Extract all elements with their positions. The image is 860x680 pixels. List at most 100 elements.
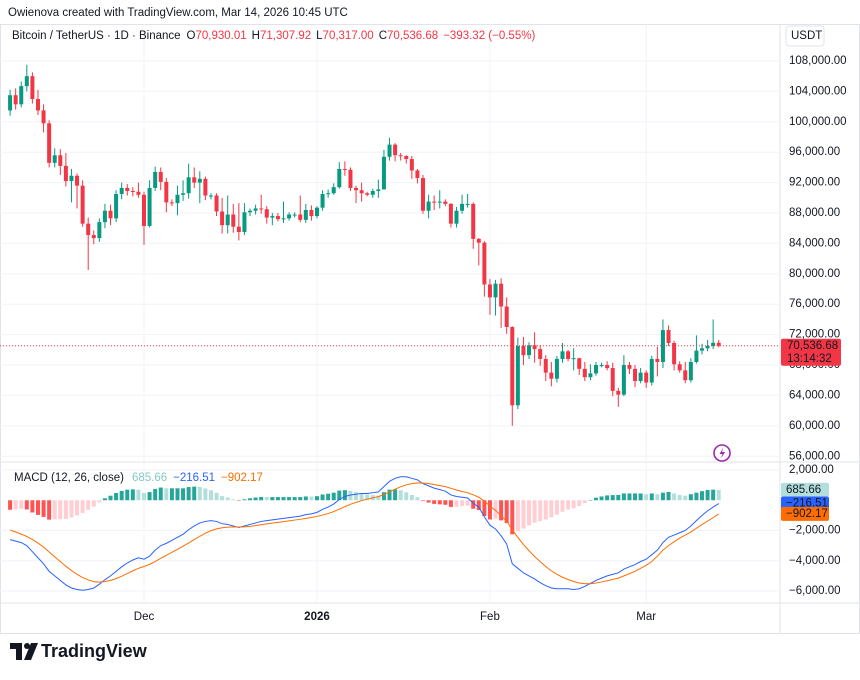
macd-histogram-bar bbox=[482, 500, 487, 516]
candle-body bbox=[147, 187, 152, 226]
macd-histogram-bar bbox=[264, 497, 269, 501]
candle-body bbox=[114, 194, 119, 219]
macd-histogram-bar bbox=[465, 500, 470, 506]
candle-body bbox=[208, 195, 213, 197]
candle-body bbox=[320, 194, 325, 208]
macd-histogram-bar bbox=[80, 500, 85, 513]
candle-body bbox=[337, 168, 342, 188]
candle-body bbox=[672, 342, 677, 365]
candle-body bbox=[510, 327, 515, 406]
candle-body bbox=[35, 99, 40, 111]
alert-circle[interactable] bbox=[713, 444, 731, 462]
y-tick-label: 64,000.00 bbox=[789, 389, 840, 401]
macd-histogram-bar bbox=[164, 488, 169, 501]
macd-histogram-bar bbox=[415, 497, 420, 501]
ohlc-key: C bbox=[379, 30, 387, 42]
candle-body bbox=[197, 178, 202, 183]
candle-body bbox=[566, 351, 571, 359]
y-tick-label: 80,000.00 bbox=[789, 268, 840, 280]
candle-body bbox=[515, 346, 520, 406]
plot bbox=[0, 64, 780, 591]
macd-histogram-bar bbox=[621, 493, 626, 501]
candle-body bbox=[292, 214, 297, 216]
macd-histogram-bar bbox=[560, 500, 565, 512]
macd-histogram-bar bbox=[566, 500, 571, 510]
macd-histogram-bar bbox=[24, 500, 29, 510]
macd-histogram-bar bbox=[515, 500, 520, 532]
candle-body bbox=[13, 95, 18, 105]
macd-histogram-bar bbox=[593, 497, 598, 501]
macd-tag bbox=[781, 506, 829, 521]
y-tick-label: −2,000.00 bbox=[789, 525, 840, 537]
candle-body bbox=[270, 216, 275, 218]
candle-body bbox=[203, 178, 208, 196]
x-tick-label: Feb bbox=[480, 611, 500, 623]
alert-bolt[interactable] bbox=[719, 447, 726, 459]
macd-histogram-bar bbox=[220, 496, 225, 501]
macd-histogram-bar bbox=[136, 489, 141, 501]
y-tick-label: 88,000.00 bbox=[789, 207, 840, 219]
macd-signal bbox=[9, 482, 720, 585]
currency-button[interactable] bbox=[785, 25, 825, 47]
macd-histogram-bar bbox=[527, 500, 532, 526]
last-price-tag bbox=[781, 338, 841, 366]
macd-histogram-bar bbox=[8, 500, 13, 510]
macd-histogram-bar bbox=[627, 493, 632, 501]
macd-histogram-bar bbox=[225, 497, 230, 501]
candle-body bbox=[119, 187, 124, 195]
macd-histogram-bar bbox=[716, 489, 721, 501]
candle-body bbox=[443, 201, 448, 204]
macd-histogram-bar bbox=[142, 492, 146, 501]
macd-histogram-bar bbox=[63, 500, 68, 520]
macd-histogram-bar bbox=[409, 494, 414, 501]
candle-body bbox=[582, 368, 587, 378]
macd-histogram-bar bbox=[610, 495, 615, 501]
candle-body bbox=[169, 202, 174, 204]
candle-body bbox=[8, 95, 13, 111]
candle-body bbox=[331, 187, 336, 194]
candle-body bbox=[554, 358, 559, 379]
candle-body bbox=[415, 170, 420, 179]
macd-histogram-bar bbox=[421, 500, 425, 501]
candle-body bbox=[253, 208, 258, 211]
currency[interactable]: USDT bbox=[791, 30, 822, 42]
candle-body bbox=[342, 168, 347, 170]
macd-histogram-bar bbox=[41, 500, 46, 517]
candle-body bbox=[610, 368, 615, 391]
macd-histogram-bar bbox=[443, 500, 448, 505]
candle-body bbox=[225, 214, 230, 226]
candle-body bbox=[504, 306, 509, 328]
candle-body bbox=[688, 361, 693, 381]
candle-body bbox=[19, 86, 24, 105]
macd-histogram-bar bbox=[292, 497, 297, 501]
credit: Owienova created with TradingView.com, M… bbox=[8, 7, 348, 19]
candle-body bbox=[108, 210, 113, 219]
macd-histogram-bar bbox=[504, 500, 509, 524]
macd-histogram-bar bbox=[510, 500, 515, 535]
ohlc-value: 71,307.92 bbox=[260, 30, 311, 42]
candle-body bbox=[359, 190, 364, 194]
macd-histogram-bar bbox=[108, 495, 113, 501]
macd-histogram-bar bbox=[426, 500, 431, 503]
candle-body bbox=[538, 349, 543, 359]
y-tick-label: 96,000.00 bbox=[789, 146, 840, 158]
candle-body bbox=[465, 203, 470, 205]
candle-body bbox=[660, 330, 665, 362]
macd-histogram-bar bbox=[114, 492, 119, 501]
macd-histogram-bar bbox=[52, 500, 57, 520]
macd-histogram-bar bbox=[666, 491, 671, 501]
macd-histogram-bar bbox=[683, 495, 688, 501]
macd-histogram-bar bbox=[476, 500, 481, 511]
candle-body bbox=[527, 345, 532, 356]
ohlc-key: H bbox=[252, 30, 260, 42]
alert-icon[interactable] bbox=[713, 444, 731, 462]
macd-histogram-bar bbox=[460, 500, 465, 506]
candle-body bbox=[577, 358, 582, 369]
candle-body bbox=[264, 209, 269, 218]
macd-histogram-bar bbox=[677, 494, 682, 501]
candle-body bbox=[153, 171, 158, 188]
candle-body bbox=[560, 351, 565, 359]
candle-body bbox=[549, 372, 554, 379]
y-tick-label: −6,000.00 bbox=[789, 585, 840, 597]
macd-histogram-bar bbox=[192, 486, 197, 501]
